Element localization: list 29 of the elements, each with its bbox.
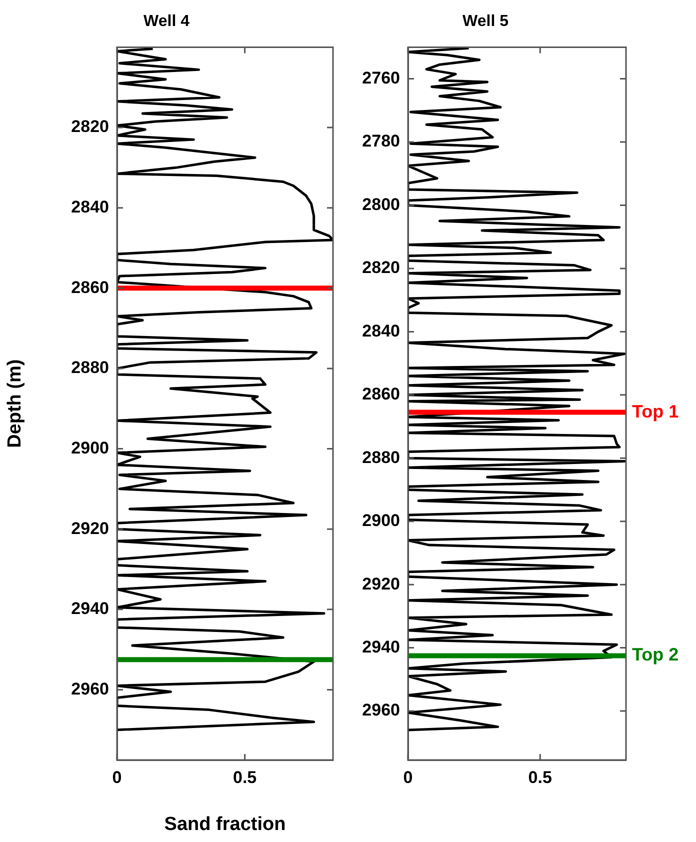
y-tick-label: 2920 <box>362 574 400 594</box>
x-tick-label: 0 <box>403 768 413 787</box>
y-tick-label: 2940 <box>71 599 109 618</box>
chart-title: Well 5 <box>462 13 509 30</box>
y-tick-label: 2920 <box>71 518 109 538</box>
x-axis-title: Sand fraction <box>164 814 286 835</box>
y-tick-label: 2780 <box>362 132 400 151</box>
y-tick-label: 2820 <box>362 258 400 278</box>
y-tick-label: 2800 <box>362 194 400 214</box>
y-tick-label: 2760 <box>362 68 400 88</box>
y-tick-label: 2960 <box>362 700 400 720</box>
y-tick-label: 2860 <box>71 278 109 297</box>
y-tick-label: 2860 <box>362 384 400 404</box>
ref-line-label: Top 2 <box>632 644 679 665</box>
x-tick-label: 0.5 <box>232 768 257 787</box>
y-tick-label: 2900 <box>71 438 109 458</box>
chart-title: Well 4 <box>144 13 190 30</box>
y-tick-label: 2840 <box>71 198 109 217</box>
x-tick-label: 0.5 <box>528 768 552 787</box>
y-tick-label: 2960 <box>71 679 109 698</box>
y-tick-label: 2880 <box>71 358 109 378</box>
y-tick-label: 2840 <box>362 321 400 340</box>
y-tick-label: 2880 <box>362 448 400 467</box>
y-axis-title: Depth (m) <box>4 359 26 448</box>
ref-line-label: Top 1 <box>632 401 679 422</box>
x-tick-label: 0 <box>112 768 122 787</box>
y-tick-label: 2940 <box>362 637 400 656</box>
y-tick-label: 2820 <box>71 117 109 136</box>
y-tick-label: 2900 <box>362 511 400 530</box>
